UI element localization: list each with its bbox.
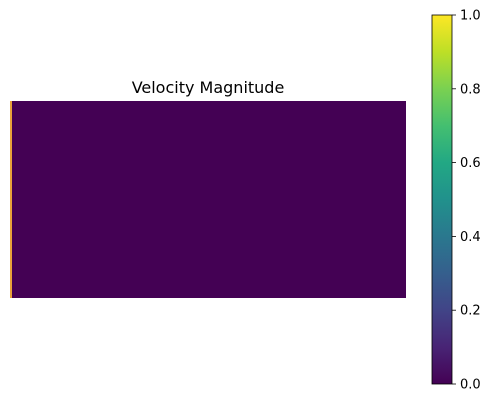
colorbar-tick-label: 0.2 xyxy=(460,304,481,319)
heatmap-field xyxy=(10,101,406,298)
colorbar-tick-label: 0.4 xyxy=(460,230,481,245)
colorbar-tick-label: 1.0 xyxy=(460,9,481,24)
heatmap-inlet-column xyxy=(10,101,12,298)
colorbar-tick-label: 0.8 xyxy=(460,82,481,97)
chart-title: Velocity Magnitude xyxy=(132,78,285,97)
colorbar-tick-label: 0.6 xyxy=(460,156,481,171)
colorbar: 0.0 0.2 0.4 0.6 0.8 1.0 xyxy=(431,9,481,393)
colorbar-frame xyxy=(431,14,453,385)
heatmap-image xyxy=(10,101,406,298)
colorbar-gradient xyxy=(432,15,452,384)
colorbar-tick-label: 0.0 xyxy=(460,378,481,393)
